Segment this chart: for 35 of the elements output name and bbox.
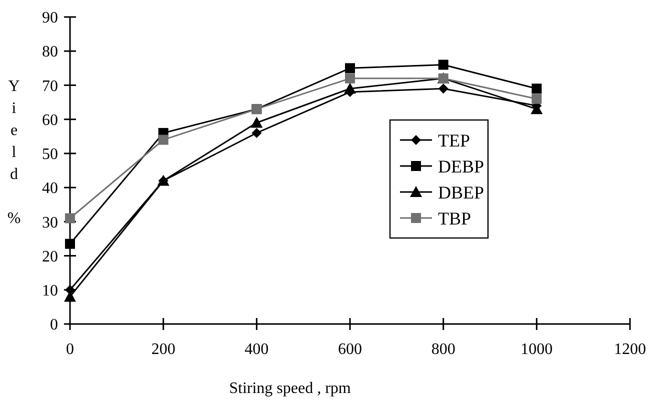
- point: [438, 60, 448, 70]
- x-tick-label: 800: [431, 341, 456, 358]
- point: [345, 63, 355, 74]
- point: [344, 82, 356, 94]
- legend-label: TBP: [438, 208, 472, 228]
- y-tick-label: 50: [42, 146, 58, 164]
- y-tick-label: 80: [42, 44, 58, 61]
- point: [65, 213, 75, 224]
- point: [252, 128, 262, 138]
- point: [532, 94, 542, 104]
- x-tick-label: 200: [151, 341, 176, 358]
- y-tick-label: 10: [42, 282, 58, 300]
- point: [250, 116, 263, 128]
- legend-label: DBEP: [438, 182, 484, 202]
- text: Yield %: [7, 78, 21, 227]
- x-tick-label: 1000: [520, 341, 553, 358]
- point: [345, 73, 355, 84]
- y-tick-label: 40: [42, 180, 58, 198]
- legend-label: TEP: [438, 130, 470, 150]
- x-tick-label: 600: [338, 341, 362, 358]
- y-tick-label: 60: [42, 112, 58, 129]
- point: [65, 238, 75, 249]
- x-tick-label: 0: [66, 341, 74, 358]
- y-tick-label: 70: [42, 78, 58, 95]
- x-tick-label: 1200: [614, 341, 646, 358]
- point: [438, 84, 448, 94]
- x-tick-label: 400: [244, 341, 269, 358]
- legend-label: DEBP: [438, 156, 484, 176]
- point: [532, 84, 542, 94]
- point: [158, 134, 168, 145]
- y-tick-label: 90: [42, 10, 58, 27]
- y-tick-label: 30: [42, 214, 58, 232]
- x-axis-title: Stiring speed , rpm: [229, 380, 352, 397]
- y-tick-label: 20: [42, 248, 58, 266]
- y-tick-label: 0: [50, 316, 58, 334]
